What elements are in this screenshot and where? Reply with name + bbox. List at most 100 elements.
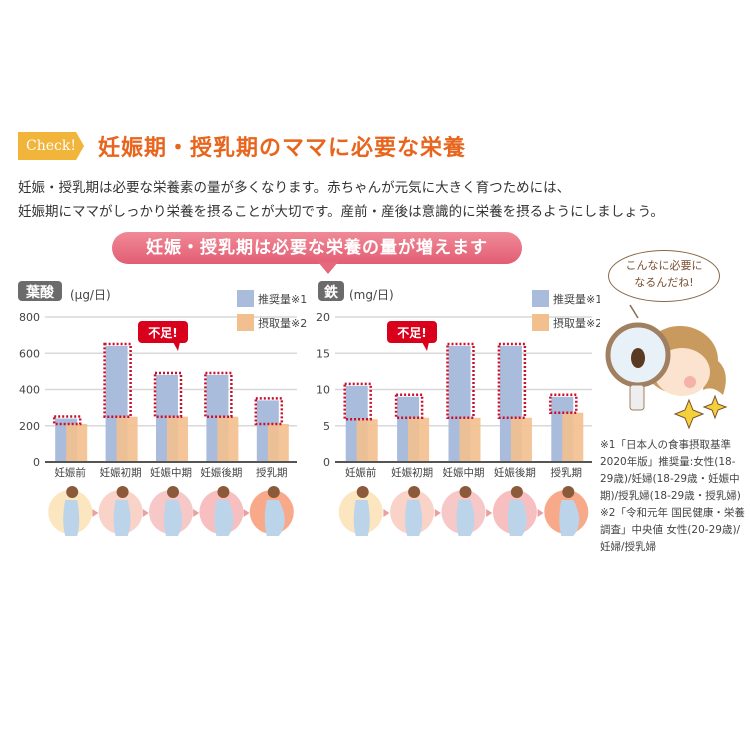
legend-swatch — [237, 314, 254, 331]
arrow-icon — [434, 509, 441, 517]
chart-title-box — [318, 281, 344, 301]
bar-intake — [459, 417, 481, 462]
arrow-icon — [243, 509, 250, 517]
y-tick-label: 15 — [316, 347, 330, 360]
bar-intake — [217, 416, 239, 462]
chart-unit: (mg/日) — [349, 288, 394, 302]
x-tick-label: 妊娠中期 — [443, 466, 485, 479]
y-tick-label: 800 — [19, 311, 40, 324]
shortage-label: 不足! — [397, 326, 426, 340]
arrow-icon — [486, 509, 493, 517]
woman-figure-icon — [116, 486, 129, 498]
woman-figure-body-icon — [456, 500, 475, 536]
arrow-icon — [92, 509, 99, 517]
x-tick-label: 妊娠初期 — [391, 466, 433, 479]
arrow-icon — [142, 509, 149, 517]
chart-title-box — [18, 281, 62, 301]
woman-figure-icon — [562, 486, 575, 498]
woman-figure-body-icon — [353, 500, 370, 536]
shortage-callout — [138, 321, 188, 343]
bar-intake — [562, 412, 584, 462]
shortage-outline — [103, 342, 132, 418]
shortage-callout — [387, 321, 437, 343]
speech-bubble: こんなに必要に なるんだね! — [608, 250, 720, 302]
legend-swatch — [532, 314, 549, 331]
shortage-callout-tail — [422, 342, 429, 351]
y-tick-label: 400 — [19, 384, 40, 397]
x-tick-label: 妊娠中期 — [150, 466, 192, 479]
bar-intake — [408, 417, 430, 462]
shortage-outline — [343, 382, 372, 421]
banner: 妊娠・授乳期は必要な栄養の量が増えます — [112, 232, 522, 264]
x-tick-label: 授乳期 — [551, 466, 583, 479]
shortage-label: 不足! — [148, 326, 177, 340]
bar-intake — [510, 417, 532, 462]
woman-figure-icon — [459, 486, 472, 498]
speech-line-1: こんなに必要に — [625, 259, 703, 272]
arrow-icon — [537, 509, 544, 517]
x-tick-label: 妊娠初期 — [100, 466, 142, 479]
legend-label: 推奨量※1 — [553, 292, 600, 306]
woman-figure-body-icon — [559, 500, 580, 536]
shortage-outline — [52, 415, 82, 426]
footnotes: ※1「日本人の食事摂取基準2020年版」推奨量:女性(18-29歳)/妊婦(18… — [600, 437, 745, 556]
bar-intake — [356, 419, 378, 462]
page-title: 妊娠期・授乳期のママに必要な栄養 — [98, 136, 467, 161]
footnote-1: ※1「日本人の食事摂取基準2020年版」推奨量:女性(18-29歳)/妊婦(18… — [600, 439, 741, 502]
bar-intake — [167, 416, 188, 462]
arrow-icon — [383, 509, 390, 517]
shortage-outline — [394, 393, 424, 420]
woman-figure-icon — [510, 486, 523, 498]
woman-figure-icon — [356, 486, 369, 498]
shortage-outline — [549, 393, 578, 414]
chart-unit: (μg/日) — [70, 288, 111, 302]
x-tick-label: 妊娠後期 — [494, 466, 536, 479]
legend-label: 推奨量※1 — [258, 292, 307, 306]
y-tick-label: 200 — [19, 420, 40, 433]
shortage-outline — [254, 397, 284, 426]
y-tick-label: 20 — [316, 311, 330, 324]
shortage-outline — [497, 342, 527, 420]
intro-line-1: 妊娠・授乳期は必要な栄養素の量が多くなります。赤ちゃんが元気に大きく育つためには… — [18, 180, 571, 196]
legend-swatch — [532, 290, 549, 307]
legend-label: 摂取量※2 — [553, 316, 600, 330]
woman-figure-icon — [167, 486, 179, 498]
legend-label: 摂取量※2 — [258, 316, 307, 330]
footnote-2: ※2「令和元年 国民健康・栄養調査」中央値 女性(20-29歳)/妊婦/授乳婦 — [600, 507, 745, 553]
y-tick-label: 0 — [33, 456, 40, 469]
banner-tail — [318, 262, 338, 274]
x-tick-label: 妊娠後期 — [200, 466, 242, 479]
y-tick-label: 600 — [19, 347, 40, 360]
woman-figure-body-icon — [264, 500, 285, 536]
woman-figure-body-icon — [113, 500, 131, 536]
chart-title: 葉酸 — [25, 284, 55, 301]
x-tick-label: 授乳期 — [256, 466, 288, 479]
shortage-callout-tail — [173, 342, 180, 351]
y-tick-label: 10 — [316, 384, 330, 397]
x-tick-label: 妊娠前 — [345, 466, 377, 479]
check-badge: Check! — [18, 132, 84, 160]
shortage-outline — [204, 371, 233, 418]
girl-magnifier-illustration — [605, 304, 728, 430]
woman-figure-icon — [217, 486, 230, 498]
legend-swatch — [237, 290, 254, 307]
bar-intake — [267, 423, 289, 462]
chart-title: 鉄 — [324, 284, 339, 301]
intro-line-2: 妊娠期にママがしっかり栄養を摂ることが大切です。産前・産後は意識的に栄養を摂るよ… — [18, 204, 664, 220]
woman-figure-body-icon — [63, 500, 80, 536]
speech-line-2: なるんだね! — [634, 276, 694, 289]
y-tick-label: 5 — [323, 420, 330, 433]
x-tick-label: 妊娠前 — [54, 466, 86, 479]
woman-figure-icon — [267, 486, 280, 498]
shortage-outline — [153, 371, 183, 418]
woman-figure-body-icon — [405, 500, 423, 536]
bar-intake — [66, 423, 88, 462]
woman-figure-body-icon — [507, 500, 527, 536]
woman-figure-icon — [408, 486, 421, 498]
woman-figure-body-icon — [164, 500, 182, 536]
y-tick-label: 0 — [323, 456, 330, 469]
arrow-icon — [193, 509, 200, 517]
woman-figure-icon — [66, 486, 79, 498]
woman-figure-body-icon — [214, 500, 234, 536]
